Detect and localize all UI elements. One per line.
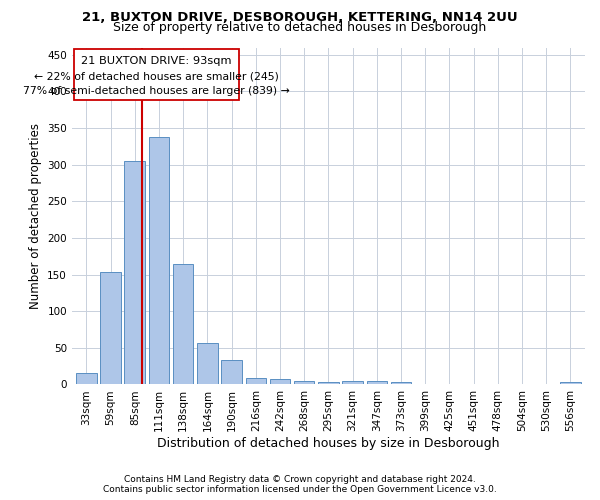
Bar <box>391 382 412 384</box>
Bar <box>74 49 239 100</box>
Bar <box>343 381 363 384</box>
Bar <box>149 137 169 384</box>
Text: 21, BUXTON DRIVE, DESBOROUGH, KETTERING, NN14 2UU: 21, BUXTON DRIVE, DESBOROUGH, KETTERING,… <box>82 11 518 24</box>
Text: ← 22% of detached houses are smaller (245): ← 22% of detached houses are smaller (24… <box>34 71 279 81</box>
Bar <box>294 381 314 384</box>
Text: Contains HM Land Registry data © Crown copyright and database right 2024.
Contai: Contains HM Land Registry data © Crown c… <box>103 474 497 494</box>
Text: Size of property relative to detached houses in Desborough: Size of property relative to detached ho… <box>113 22 487 35</box>
Bar <box>560 382 581 384</box>
X-axis label: Distribution of detached houses by size in Desborough: Distribution of detached houses by size … <box>157 437 500 450</box>
Bar <box>221 360 242 384</box>
Bar <box>100 272 121 384</box>
Bar <box>124 161 145 384</box>
Bar <box>197 342 218 384</box>
Text: 77% of semi-detached houses are larger (839) →: 77% of semi-detached houses are larger (… <box>23 86 290 96</box>
Bar <box>173 264 193 384</box>
Y-axis label: Number of detached properties: Number of detached properties <box>29 123 41 309</box>
Bar <box>76 374 97 384</box>
Bar <box>318 382 339 384</box>
Text: 21 BUXTON DRIVE: 93sqm: 21 BUXTON DRIVE: 93sqm <box>81 56 232 66</box>
Bar <box>270 380 290 384</box>
Bar <box>245 378 266 384</box>
Bar <box>367 381 387 384</box>
